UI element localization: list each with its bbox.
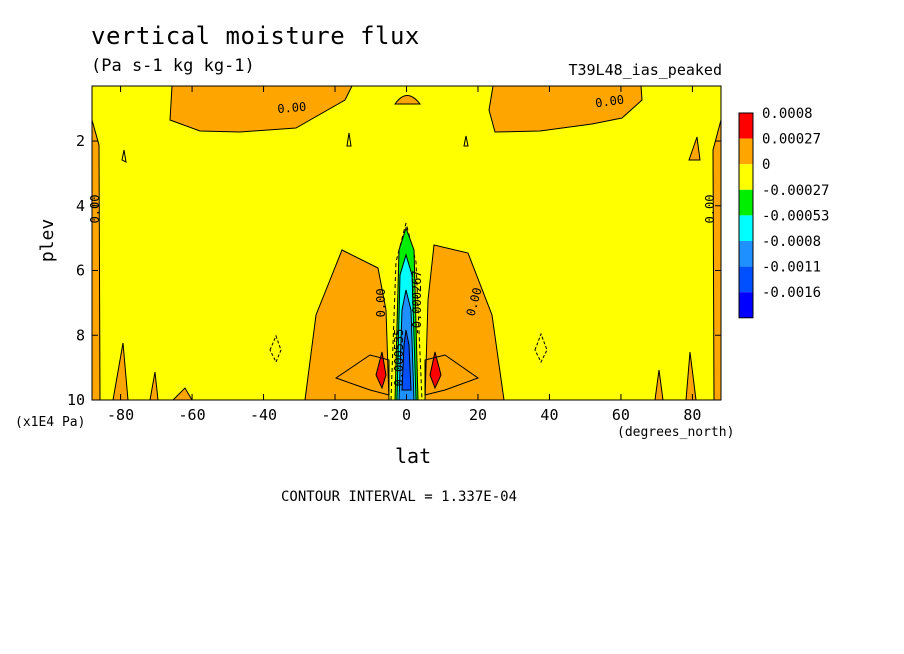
legend-level-label: 0 — [762, 157, 770, 173]
run-label: T39L48_ias_peaked — [568, 61, 722, 79]
chart-units: (Pa s-1 kg kg-1) — [91, 56, 255, 76]
positive-regions — [91, 85, 722, 401]
x-tick-label: -80 — [107, 406, 134, 424]
contour-label: 0.00 — [594, 93, 625, 111]
color-legend: 0.0008 0.00027 0 -0.00027 -0.00053 -0.0008 -0.… — [738, 106, 829, 319]
legend-swatch — [739, 189, 753, 216]
y-tick-label: 6 — [76, 262, 85, 280]
x-axis-label: lat — [395, 444, 432, 468]
legend-level-label: 0.00027 — [762, 132, 821, 148]
legend-level-label: -0.0016 — [762, 285, 821, 301]
contour-interval: CONTOUR INTERVAL = 1.337E-04 — [281, 489, 518, 505]
legend-level-label: -0.0008 — [762, 234, 821, 250]
x-tick-label: 0 — [402, 406, 411, 424]
x-tick-label: -40 — [250, 406, 277, 424]
y-axis-unit: (x1E4 Pa) — [15, 415, 86, 430]
contour-lines — [121, 132, 548, 396]
y-tick-label: 8 — [76, 326, 85, 344]
y-tick-label: 10 — [67, 391, 85, 409]
legend-swatch — [739, 215, 753, 241]
y-tick-label: 4 — [76, 197, 85, 215]
y-axis-ticks: 2 4 6 8 10 — [67, 132, 721, 409]
x-tick-label: -20 — [321, 406, 348, 424]
legend-level-label: -0.00053 — [762, 208, 829, 224]
legend-swatch — [739, 113, 753, 139]
x-tick-label: 20 — [469, 406, 487, 424]
peak-regions — [375, 351, 442, 390]
legend-swatch — [739, 164, 753, 190]
legend-swatch — [739, 138, 753, 165]
contour-label: -0.000535 — [392, 329, 406, 394]
legend-swatch — [739, 241, 753, 267]
y-tick-label: 2 — [76, 132, 85, 150]
legend-swatch — [739, 266, 753, 293]
legend-swatch — [739, 292, 753, 318]
contour-labels: 0.00 0.000.00 0.000.00 0.00-0.000267-0.0005… — [88, 93, 717, 394]
legend-level-label: 0.0008 — [762, 106, 813, 122]
x-tick-label: -60 — [179, 406, 206, 424]
x-axis-ticks: -80 -60 -40 -20 0 20 40 60 80 — [107, 86, 701, 424]
chart-title: vertical moisture flux — [91, 22, 420, 50]
contour-label: 0.00 — [374, 288, 388, 317]
x-tick-label: 40 — [540, 406, 558, 424]
negative-core — [390, 222, 423, 401]
x-tick-label: 60 — [612, 406, 630, 424]
contour-label: 0.00 — [703, 195, 717, 224]
contour-label: 0.00 — [277, 100, 307, 116]
legend-frame — [738, 112, 754, 319]
contour-label: -0.000267 — [410, 270, 424, 335]
x-axis-unit: (degrees_north) — [617, 425, 735, 440]
legend-level-label: -0.0011 — [762, 260, 821, 276]
x-tick-label: 80 — [683, 406, 701, 424]
legend-level-label: -0.00027 — [762, 183, 829, 199]
contour-label: 0.00 — [88, 195, 102, 224]
